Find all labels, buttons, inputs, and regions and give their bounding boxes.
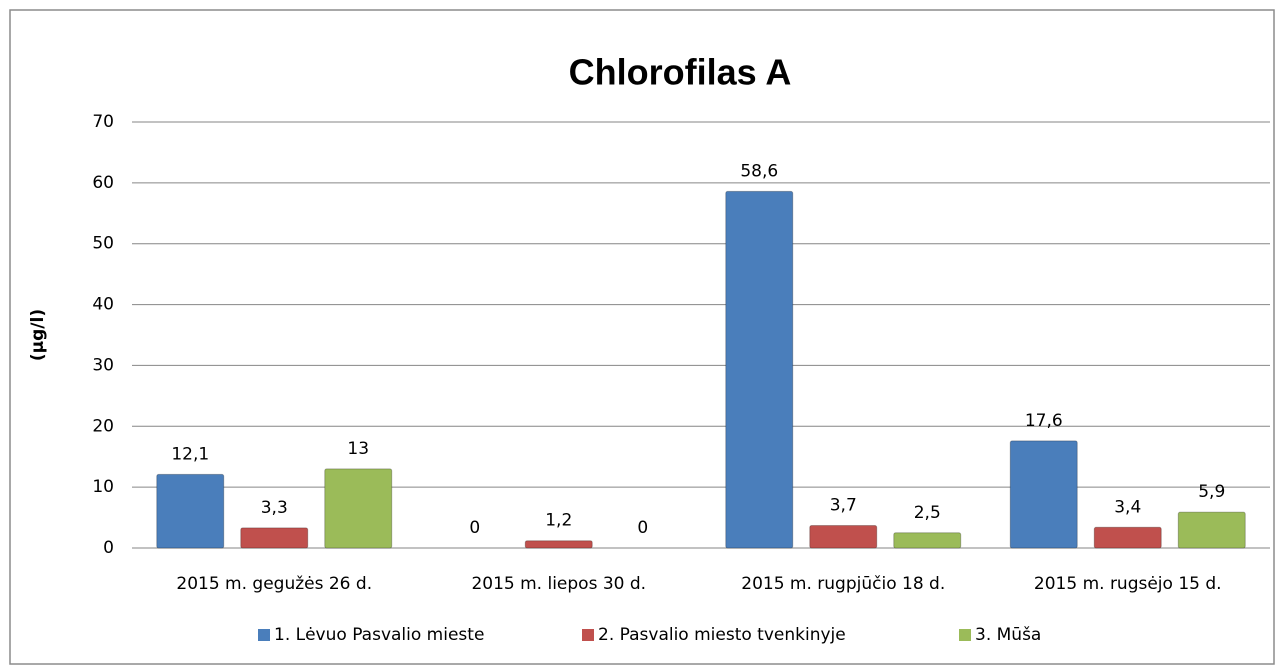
x-tick-label: 2015 m. gegužės 26 d. — [176, 574, 372, 594]
value-label: 3,4 — [1114, 497, 1141, 517]
y-tick-label: 10 — [92, 477, 114, 497]
bar — [324, 468, 393, 549]
value-label: 1,2 — [545, 511, 572, 531]
y-tick-label: 0 — [103, 538, 114, 558]
legend-label: 1. Lėvuo Pasvalio mieste — [274, 625, 484, 645]
value-label: 2,5 — [914, 503, 941, 523]
bar — [725, 190, 794, 549]
bar — [1093, 526, 1162, 549]
legend-swatch — [959, 629, 971, 641]
y-tick-label: 60 — [92, 173, 114, 193]
y-axis-label: (µg/l) — [28, 309, 48, 361]
legend-swatch — [258, 629, 270, 641]
x-tick-label: 2015 m. liepos 30 d. — [471, 574, 646, 594]
y-tick-label: 70 — [92, 112, 114, 132]
y-tick-label: 20 — [92, 416, 114, 436]
y-tick-label: 30 — [92, 355, 114, 375]
bar — [156, 473, 225, 549]
chart-title: Chlorofilas A — [569, 52, 792, 93]
value-label: 0 — [469, 518, 480, 538]
bar — [240, 527, 309, 549]
bar — [1177, 511, 1246, 549]
x-tick-label: 2015 m. rugpjūčio 18 d. — [741, 574, 945, 594]
bar — [893, 532, 962, 549]
legend-swatch — [582, 629, 594, 641]
value-label: 17,6 — [1025, 411, 1063, 431]
bar — [809, 524, 878, 549]
legend-label: 2. Pasvalio miesto tvenkinyje — [598, 625, 846, 645]
value-label: 13 — [347, 439, 369, 459]
value-label: 5,9 — [1198, 482, 1225, 502]
value-label: 3,7 — [830, 495, 857, 515]
legend-label: 3. Mūša — [975, 625, 1041, 645]
bar — [1009, 440, 1078, 549]
bar — [524, 540, 593, 549]
chart-frame — [9, 9, 1275, 665]
y-tick-label: 40 — [92, 295, 114, 315]
y-tick-label: 50 — [92, 234, 114, 254]
value-label: 58,6 — [740, 161, 778, 181]
value-label: 0 — [637, 518, 648, 538]
value-label: 3,3 — [261, 498, 288, 518]
x-tick-label: 2015 m. rugsėjo 15 d. — [1034, 574, 1222, 594]
value-label: 12,1 — [171, 444, 209, 464]
